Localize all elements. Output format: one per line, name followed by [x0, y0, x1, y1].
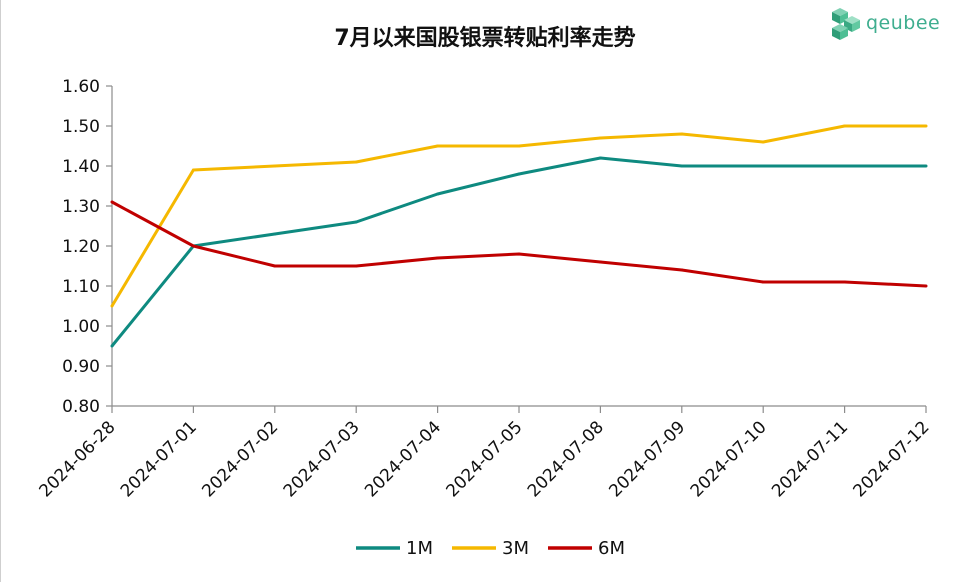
data-point-6M	[354, 264, 358, 268]
chart-legend: 1M 3M 6M	[356, 538, 625, 559]
data-point-6M	[110, 200, 114, 204]
data-point-1M	[354, 220, 358, 224]
data-point-1M	[110, 344, 114, 348]
cube-cluster-icon	[832, 8, 860, 40]
y-tick-label: 1.60	[62, 77, 100, 97]
data-point-1M	[517, 172, 521, 176]
y-tick-label: 1.20	[62, 237, 100, 257]
y-tick-label: 1.40	[62, 157, 100, 177]
chart-title: 7月以来国股银票转贴利率走势	[334, 26, 636, 51]
series-line-1M	[110, 156, 926, 347]
legend-label-3M: 3M	[502, 538, 529, 559]
data-point-6M	[273, 264, 277, 268]
data-point-1M	[598, 156, 602, 160]
y-tick-label: 1.10	[62, 277, 100, 297]
data-point-3M	[354, 160, 358, 164]
data-point-1M	[680, 164, 684, 168]
y-tick-label: 1.00	[62, 317, 100, 337]
series-line-6M	[111, 200, 927, 288]
x-tick-label: 2024-07-12	[850, 417, 934, 501]
x-tick-label: 2024-07-09	[605, 417, 689, 501]
data-point-6M	[680, 268, 684, 272]
data-point-1M	[843, 164, 847, 168]
y-tick-label: 1.30	[62, 197, 100, 217]
y-tick-label: 0.80	[62, 397, 100, 417]
chart-axes: 0.80 0.90 1.00 1.10 1.20 1.30 1.40 1.50 1.60 2024…	[36, 77, 934, 501]
data-point-3M	[110, 304, 114, 308]
legend-label-6M: 6M	[598, 538, 625, 559]
x-tick-label: 2024-07-01	[117, 417, 201, 501]
data-point-3M	[191, 168, 195, 172]
data-point-6M	[436, 256, 440, 260]
x-tick-label: 2024-07-03	[280, 417, 364, 501]
data-point-1M	[273, 232, 277, 236]
qeubee-logo: qeubee	[828, 6, 948, 42]
data-point-1M	[436, 192, 440, 196]
data-point-6M	[924, 284, 928, 288]
x-tick-label: 2024-07-04	[361, 417, 445, 501]
legend-label-1M: 1M	[406, 538, 433, 559]
x-tick-label: 2024-07-11	[768, 417, 852, 501]
data-point-6M	[598, 260, 602, 264]
y-tick-label: 1.50	[62, 117, 100, 137]
x-tick-label: 2024-06-28	[36, 417, 120, 501]
data-point-6M	[761, 280, 765, 284]
data-point-3M	[680, 132, 684, 136]
x-tick-label: 2024-07-10	[687, 417, 771, 501]
data-point-3M	[843, 124, 847, 128]
data-point-3M	[761, 140, 765, 144]
data-point-3M	[598, 136, 602, 140]
data-point-6M	[191, 244, 195, 248]
x-tick-label: 2024-07-05	[443, 417, 527, 501]
data-point-3M	[517, 144, 521, 148]
series-line-3M	[110, 124, 926, 307]
y-tick-label: 0.90	[62, 357, 100, 377]
data-point-1M	[924, 164, 928, 168]
x-tick-label: 2024-07-08	[524, 417, 608, 501]
data-point-6M	[517, 252, 521, 256]
data-point-1M	[761, 164, 765, 168]
data-point-3M	[273, 164, 277, 168]
data-point-3M	[436, 144, 440, 148]
series-lines	[110, 124, 928, 348]
logo-wordmark: qeubee	[866, 12, 941, 34]
data-point-3M	[924, 124, 928, 128]
x-tick-label: 2024-07-02	[198, 417, 282, 501]
data-point-6M	[843, 280, 847, 284]
